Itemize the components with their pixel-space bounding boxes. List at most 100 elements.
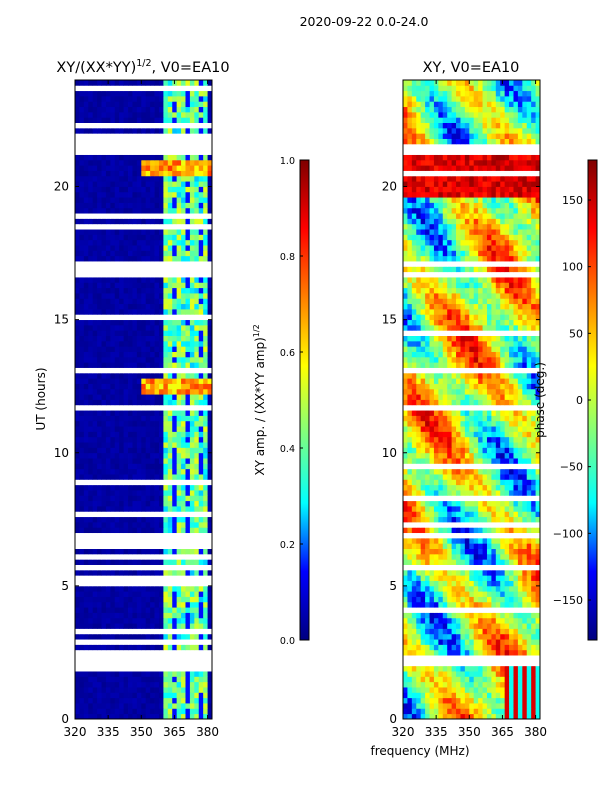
heatmap-cell [132,436,138,443]
heatmap-cell [207,250,213,257]
heatmap-cell [172,591,178,597]
heatmap-cell [132,181,138,187]
heatmap-cell [128,537,133,544]
heatmap-cell [403,628,408,635]
heatmap-cell [473,617,479,624]
heatmap-cell [105,692,111,699]
heatmap-cell [407,601,413,608]
heatmap-cell [203,207,208,214]
heatmap-cell [154,335,160,342]
heatmap-cell [105,388,111,395]
heatmap-cell [163,356,169,363]
heatmap-cell [105,266,111,273]
heatmap-cell [167,671,173,677]
heatmap-cell [92,367,98,374]
heatmap-cell [456,692,461,699]
heatmap-cell [132,388,138,395]
heatmap-cell [181,697,186,704]
heatmap-cell [203,378,208,384]
heatmap-cell [460,601,466,608]
heatmap-cell [75,324,80,331]
heatmap-cell [150,324,155,331]
heatmap-cell [181,490,186,496]
heatmap-cell [105,404,111,411]
heatmap-cell [119,106,125,113]
heatmap-cell [92,585,98,592]
heatmap-cell [92,671,98,677]
heatmap-cell [83,649,89,656]
heatmap-cell [442,521,448,528]
heatmap-cell [101,250,107,257]
heatmap-cell [163,671,169,677]
heatmap-cell [150,362,155,368]
heatmap-cell [105,617,111,624]
heatmap-cell [119,213,125,219]
heatmap-cell [482,703,488,709]
heatmap-cell [119,639,125,645]
heatmap-cell [79,223,85,230]
heatmap-cell [207,399,213,406]
heatmap-cell [491,628,497,635]
heatmap-cell [79,80,85,86]
heatmap-cell [517,575,523,581]
heatmap-cell [403,575,408,581]
heatmap-cell [198,330,204,336]
heatmap-cell [123,612,129,619]
heatmap-cell [407,708,413,715]
heatmap-cell [101,261,107,267]
heatmap-cell [132,303,138,310]
heatmap-cell [185,133,191,139]
heatmap-cell [176,628,182,635]
heatmap-cell [88,362,94,368]
heatmap-cell [176,314,182,321]
heatmap-cell [207,314,213,321]
heatmap-cell [433,527,439,534]
heatmap-cell [150,591,155,597]
heatmap-cell [181,111,186,118]
heatmap-cell [464,575,470,581]
heatmap-cell [83,111,89,118]
heatmap-cell [75,564,80,571]
heatmap-cell [101,415,107,422]
heatmap-cell [110,543,116,549]
heatmap-cell [110,149,116,155]
heatmap-cell [92,521,98,528]
heatmap-cell [145,277,151,283]
heatmap-cell [163,596,169,603]
heatmap-cell [75,234,80,241]
heatmap-cell [145,250,151,257]
heatmap-cell [207,229,213,235]
heatmap-cell [447,516,453,523]
heatmap-cell [158,415,164,422]
left-heatmap [75,80,213,720]
heatmap-cell [189,463,195,470]
heatmap-cell [456,617,461,624]
heatmap-cell [469,671,475,677]
heatmap-cell [97,149,102,155]
heatmap-cell [194,154,200,161]
heatmap-cell [198,628,204,635]
heatmap-cell [491,527,497,534]
heatmap-cell [128,266,133,273]
heatmap-cell [189,575,195,581]
heatmap-cell [128,676,133,683]
heatmap-cell [469,569,475,576]
heatmap-cell [181,484,186,491]
heatmap-cell [526,569,532,576]
heatmap-cell [158,282,164,289]
heatmap-cell [141,649,147,656]
heatmap-cell [194,170,200,177]
heatmap-cell [207,218,213,225]
heatmap-cell [110,223,116,230]
heatmap-cell [132,101,138,108]
heatmap-cell [83,250,89,257]
heatmap-cell [473,548,479,555]
heatmap-cell [416,548,422,555]
heatmap-cell [500,612,506,619]
heatmap-cell [482,639,488,645]
heatmap-cell [198,655,204,661]
heatmap-cell [141,500,147,507]
heatmap-cell [128,324,133,331]
heatmap-cell [429,692,435,699]
heatmap-cell [167,90,173,97]
